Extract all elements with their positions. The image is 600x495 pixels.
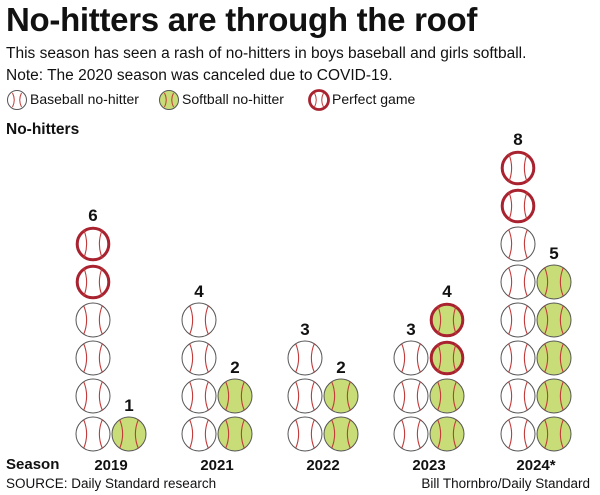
legend-baseball-label: Baseball no-hitter [30, 91, 139, 107]
softball-perfect-game-ball [429, 340, 465, 376]
baseball-ball [75, 302, 111, 338]
baseball-ball [287, 378, 323, 414]
chart-plot: 6 4 3 3 8 1 2 2 4 5 2019 2021 2022 2023 2024* [75, 130, 572, 474]
baseball-ball [181, 416, 217, 452]
baseball-ball [287, 340, 323, 376]
softball-ball [429, 416, 465, 452]
baseball-ball [500, 378, 536, 414]
baseball-ball [500, 226, 536, 262]
softball-count-label: 2 [336, 358, 345, 377]
baseball-ball [181, 378, 217, 414]
legend-perfect-label: Perfect game [332, 91, 416, 107]
baseball-ball [500, 302, 536, 338]
softball-ball [536, 416, 572, 452]
softball-count-label: 4 [442, 282, 452, 301]
y-axis-title: No-hitters [6, 121, 80, 138]
baseball-ball [500, 264, 536, 300]
season-tick-label: 2024* [516, 457, 555, 474]
x-axis-title: Season [6, 456, 60, 473]
softball-perfect-game-ball [429, 302, 465, 338]
baseball-ball [181, 302, 217, 338]
softball-count-label: 1 [124, 396, 133, 415]
softball-ball [536, 264, 572, 300]
baseball-perfect-game-ball [500, 150, 536, 186]
softball-ball [217, 416, 253, 452]
baseball-ball [75, 416, 111, 452]
softball-icon [159, 90, 179, 110]
perfect-game-icon [308, 89, 330, 111]
season-tick-label: 2021 [200, 457, 233, 474]
legend-softball-label: Softball no-hitter [182, 91, 284, 107]
baseball-icon [7, 90, 27, 110]
baseball-ball [393, 378, 429, 414]
chart-title: No-hitters are through the roof [6, 1, 478, 38]
baseball-perfect-game-ball [75, 264, 111, 300]
softball-ball [429, 378, 465, 414]
note: Note: The 2020 season was canceled due t… [6, 67, 393, 84]
softball-ball [536, 302, 572, 338]
baseball-count-label: 6 [88, 206, 97, 225]
baseball-ball [75, 378, 111, 414]
baseball-ball [181, 340, 217, 376]
softball-ball [323, 378, 359, 414]
baseball-count-label: 3 [300, 320, 309, 339]
baseball-perfect-game-ball [500, 188, 536, 224]
baseball-ball [500, 340, 536, 376]
baseball-ball [393, 340, 429, 376]
season-tick-label: 2023 [412, 457, 445, 474]
source-line: SOURCE: Daily Standard research [6, 476, 217, 491]
softball-count-label: 2 [230, 358, 239, 377]
baseball-count-label: 4 [194, 282, 204, 301]
softball-count-label: 5 [549, 244, 558, 263]
subtitle: This season has seen a rash of no-hitter… [6, 45, 527, 62]
softball-ball [536, 378, 572, 414]
credit-line: Bill Thornbro/Daily Standard [421, 476, 590, 491]
baseball-ball [500, 416, 536, 452]
softball-ball [111, 416, 147, 452]
baseball-perfect-game-ball [75, 226, 111, 262]
baseball-ball [287, 416, 323, 452]
softball-ball [323, 416, 359, 452]
baseball-count-label: 3 [406, 320, 415, 339]
baseball-count-label: 8 [513, 130, 522, 149]
baseball-ball [393, 416, 429, 452]
baseball-ball [75, 340, 111, 376]
softball-ball [217, 378, 253, 414]
season-tick-label: 2019 [94, 457, 127, 474]
softball-ball [536, 340, 572, 376]
season-tick-label: 2022 [306, 457, 339, 474]
